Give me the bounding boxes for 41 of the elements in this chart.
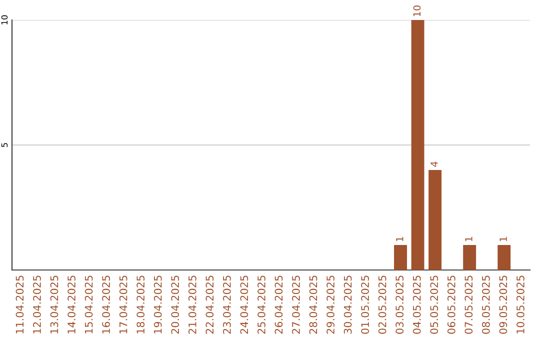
x-tick-label: 22.04.2025 [206, 276, 214, 334]
x-tick-label: 03.05.2025 [396, 276, 404, 334]
x-tick-label: 10.05.2025 [516, 276, 524, 334]
x-tick-label: 13.04.2025 [50, 276, 58, 334]
x-tick-label: 27.04.2025 [292, 276, 300, 334]
x-tick-label: 29.04.2025 [326, 276, 334, 334]
x-tick-label: 07.05.2025 [464, 276, 473, 334]
x-tick-label: 30.04.2025 [344, 276, 352, 334]
data-label: 10 [413, 5, 421, 16]
bar [394, 245, 407, 270]
bar [411, 20, 424, 270]
x-tick-label: 17.04.2025 [119, 276, 128, 334]
x-tick-label: 06.05.2025 [447, 276, 456, 334]
data-label: 4 [430, 162, 438, 167]
data-label: 1 [500, 236, 507, 242]
x-tick-label: 08.05.2025 [482, 276, 490, 334]
x-tick-label: 11.04.2025 [16, 276, 24, 334]
x-tick-label: 12.04.2025 [33, 276, 41, 334]
x-tick-label: 05.05.2025 [430, 276, 438, 334]
x-tick-label: 14.04.2025 [68, 276, 76, 334]
x-tick-label: 09.05.2025 [499, 276, 508, 334]
bar [428, 170, 442, 270]
y-tick-label: 5 [1, 143, 8, 148]
x-tick-label: 01.05.2025 [361, 276, 369, 334]
x-tick-label: 28.04.2025 [309, 276, 318, 334]
x-tick-label: 18.04.2025 [136, 276, 145, 334]
x-tick-label: 15.04.2025 [84, 276, 93, 334]
x-tick-label: 16.04.2025 [102, 276, 110, 334]
bar [463, 245, 476, 270]
data-label: 1 [396, 236, 404, 242]
x-tick-label: 19.04.2025 [154, 276, 162, 334]
x-tick-label: 04.05.2025 [412, 276, 421, 334]
x-tick-label: 23.04.2025 [222, 276, 231, 334]
x-tick-label: 26.04.2025 [274, 276, 283, 334]
x-tick-label: 21.04.2025 [188, 276, 196, 334]
x-tick-label: 02.05.2025 [378, 276, 386, 334]
x-tick-label: 20.04.2025 [171, 276, 180, 334]
x-tick-label: 25.04.2025 [258, 276, 266, 334]
data-label: 1 [465, 236, 472, 242]
x-tick-label: 24.04.2025 [240, 276, 248, 334]
bar [498, 245, 511, 270]
